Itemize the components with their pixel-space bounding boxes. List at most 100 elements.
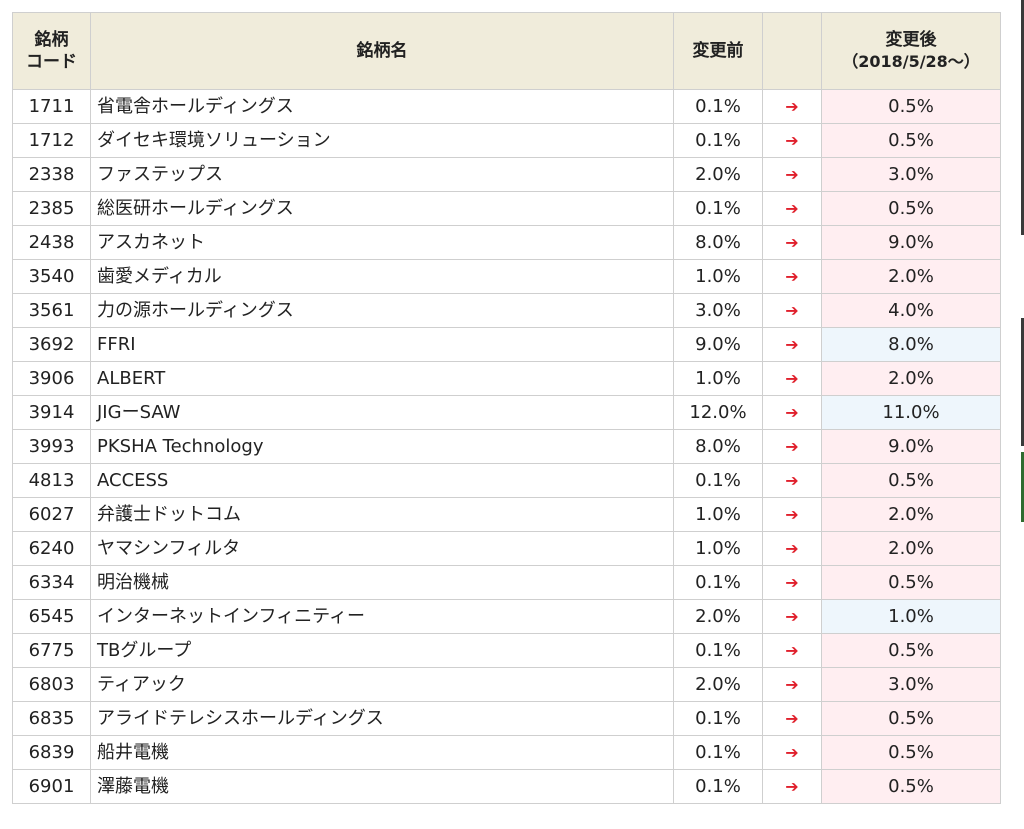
arrow-right-icon: ➔ (762, 633, 822, 668)
cell-name: アライドテレシスホールディングス (90, 701, 674, 736)
page-edge-line (1021, 318, 1024, 446)
table-row: 6775 TBグループ 0.1% ➔ 0.5% (12, 633, 1001, 668)
table-row: 3993 PKSHA Technology 8.0% ➔ 9.0% (12, 429, 1001, 464)
page-edge-line (1021, 0, 1024, 235)
cell-after: 1.0% (821, 599, 1001, 634)
cell-before: 2.0% (673, 157, 763, 192)
header-after-line2: （2018/5/28～） (842, 52, 980, 71)
cell-before: 0.1% (673, 769, 763, 804)
arrow-right-icon: ➔ (762, 735, 822, 770)
header-after-line1: 変更後 (885, 30, 937, 50)
cell-code: 6835 (12, 701, 91, 736)
cell-after: 2.0% (821, 361, 1001, 396)
header-code: 銘柄 コード (12, 12, 91, 90)
table-row: 4813 ACCESS 0.1% ➔ 0.5% (12, 463, 1001, 498)
cell-before: 2.0% (673, 667, 763, 702)
cell-code: 2385 (12, 191, 91, 226)
table-row: 6901 澤藤電機 0.1% ➔ 0.5% (12, 769, 1001, 804)
arrow-right-icon: ➔ (762, 599, 822, 634)
arrow-right-icon: ➔ (762, 429, 822, 464)
cell-before: 3.0% (673, 293, 763, 328)
header-code-line2: コード (26, 52, 77, 72)
cell-before: 0.1% (673, 565, 763, 600)
cell-after: 2.0% (821, 531, 1001, 566)
table-row: 6545 インターネットインフィニティー 2.0% ➔ 1.0% (12, 599, 1001, 634)
table-row: 6835 アライドテレシスホールディングス 0.1% ➔ 0.5% (12, 701, 1001, 736)
arrow-right-icon: ➔ (762, 191, 822, 226)
cell-code: 6027 (12, 497, 91, 532)
cell-name: 明治機械 (90, 565, 674, 600)
cell-code: 6334 (12, 565, 91, 600)
arrow-right-icon: ➔ (762, 361, 822, 396)
cell-code: 6775 (12, 633, 91, 668)
cell-before: 9.0% (673, 327, 763, 362)
cell-name: ACCESS (90, 463, 674, 498)
header-after: 変更後 （2018/5/28～） (821, 12, 1001, 90)
cell-before: 0.1% (673, 191, 763, 226)
cell-after: 0.5% (821, 701, 1001, 736)
table-row: 1712 ダイセキ環境ソリューション 0.1% ➔ 0.5% (12, 123, 1001, 158)
cell-code: 2438 (12, 225, 91, 260)
cell-before: 0.1% (673, 701, 763, 736)
cell-after: 0.5% (821, 89, 1001, 124)
arrow-right-icon: ➔ (762, 327, 822, 362)
cell-name: アスカネット (90, 225, 674, 260)
cell-before: 1.0% (673, 497, 763, 532)
cell-code: 3540 (12, 259, 91, 294)
table-header-row: 銘柄 コード 銘柄名 変更前 変更後 （2018/5/28～） (12, 12, 1001, 90)
cell-after: 0.5% (821, 565, 1001, 600)
cell-name: PKSHA Technology (90, 429, 674, 464)
cell-name: 力の源ホールディングス (90, 293, 674, 328)
cell-before: 0.1% (673, 735, 763, 770)
cell-code: 3561 (12, 293, 91, 328)
cell-name: 歯愛メディカル (90, 259, 674, 294)
cell-after: 0.5% (821, 191, 1001, 226)
cell-name: FFRI (90, 327, 674, 362)
cell-name: ヤマシンフィルタ (90, 531, 674, 566)
table-row: 2338 ファステップス 2.0% ➔ 3.0% (12, 157, 1001, 192)
arrow-right-icon: ➔ (762, 463, 822, 498)
cell-name: JIGーSAW (90, 395, 674, 430)
cell-after: 9.0% (821, 225, 1001, 260)
cell-code: 6240 (12, 531, 91, 566)
header-code-line1: 銘柄 (34, 30, 69, 50)
table-row: 3561 力の源ホールディングス 3.0% ➔ 4.0% (12, 293, 1001, 328)
cell-after: 2.0% (821, 259, 1001, 294)
cell-before: 8.0% (673, 429, 763, 464)
cell-after: 0.5% (821, 463, 1001, 498)
cell-before: 0.1% (673, 89, 763, 124)
arrow-right-icon: ➔ (762, 259, 822, 294)
cell-code: 2338 (12, 157, 91, 192)
cell-code: 4813 (12, 463, 91, 498)
arrow-right-icon: ➔ (762, 225, 822, 260)
cell-before: 2.0% (673, 599, 763, 634)
cell-before: 0.1% (673, 633, 763, 668)
cell-name: インターネットインフィニティー (90, 599, 674, 634)
cell-after: 0.5% (821, 633, 1001, 668)
arrow-right-icon: ➔ (762, 293, 822, 328)
cell-after: 0.5% (821, 123, 1001, 158)
cell-before: 1.0% (673, 259, 763, 294)
cell-code: 3906 (12, 361, 91, 396)
cell-code: 3993 (12, 429, 91, 464)
table-row: 2438 アスカネット 8.0% ➔ 9.0% (12, 225, 1001, 260)
cell-before: 1.0% (673, 531, 763, 566)
cell-after: 8.0% (821, 327, 1001, 362)
margin-rate-table: 銘柄 コード 銘柄名 変更前 変更後 （2018/5/28～） 1711 省電舎ホ… (12, 12, 1001, 804)
cell-code: 3914 (12, 395, 91, 430)
margin-rate-table-container: 銘柄 コード 銘柄名 変更前 変更後 （2018/5/28～） 1711 省電舎ホ… (12, 12, 1001, 804)
cell-code: 6839 (12, 735, 91, 770)
cell-name: 弁護士ドットコム (90, 497, 674, 532)
cell-code: 6545 (12, 599, 91, 634)
cell-name: TBグループ (90, 633, 674, 668)
cell-after: 0.5% (821, 735, 1001, 770)
cell-after: 3.0% (821, 667, 1001, 702)
page-edge-line (1021, 452, 1024, 522)
cell-name: ティアック (90, 667, 674, 702)
table-row: 3692 FFRI 9.0% ➔ 8.0% (12, 327, 1001, 362)
table-row: 6240 ヤマシンフィルタ 1.0% ➔ 2.0% (12, 531, 1001, 566)
table-row: 1711 省電舎ホールディングス 0.1% ➔ 0.5% (12, 89, 1001, 124)
cell-code: 6901 (12, 769, 91, 804)
arrow-right-icon: ➔ (762, 769, 822, 804)
table-row: 6839 船井電機 0.1% ➔ 0.5% (12, 735, 1001, 770)
